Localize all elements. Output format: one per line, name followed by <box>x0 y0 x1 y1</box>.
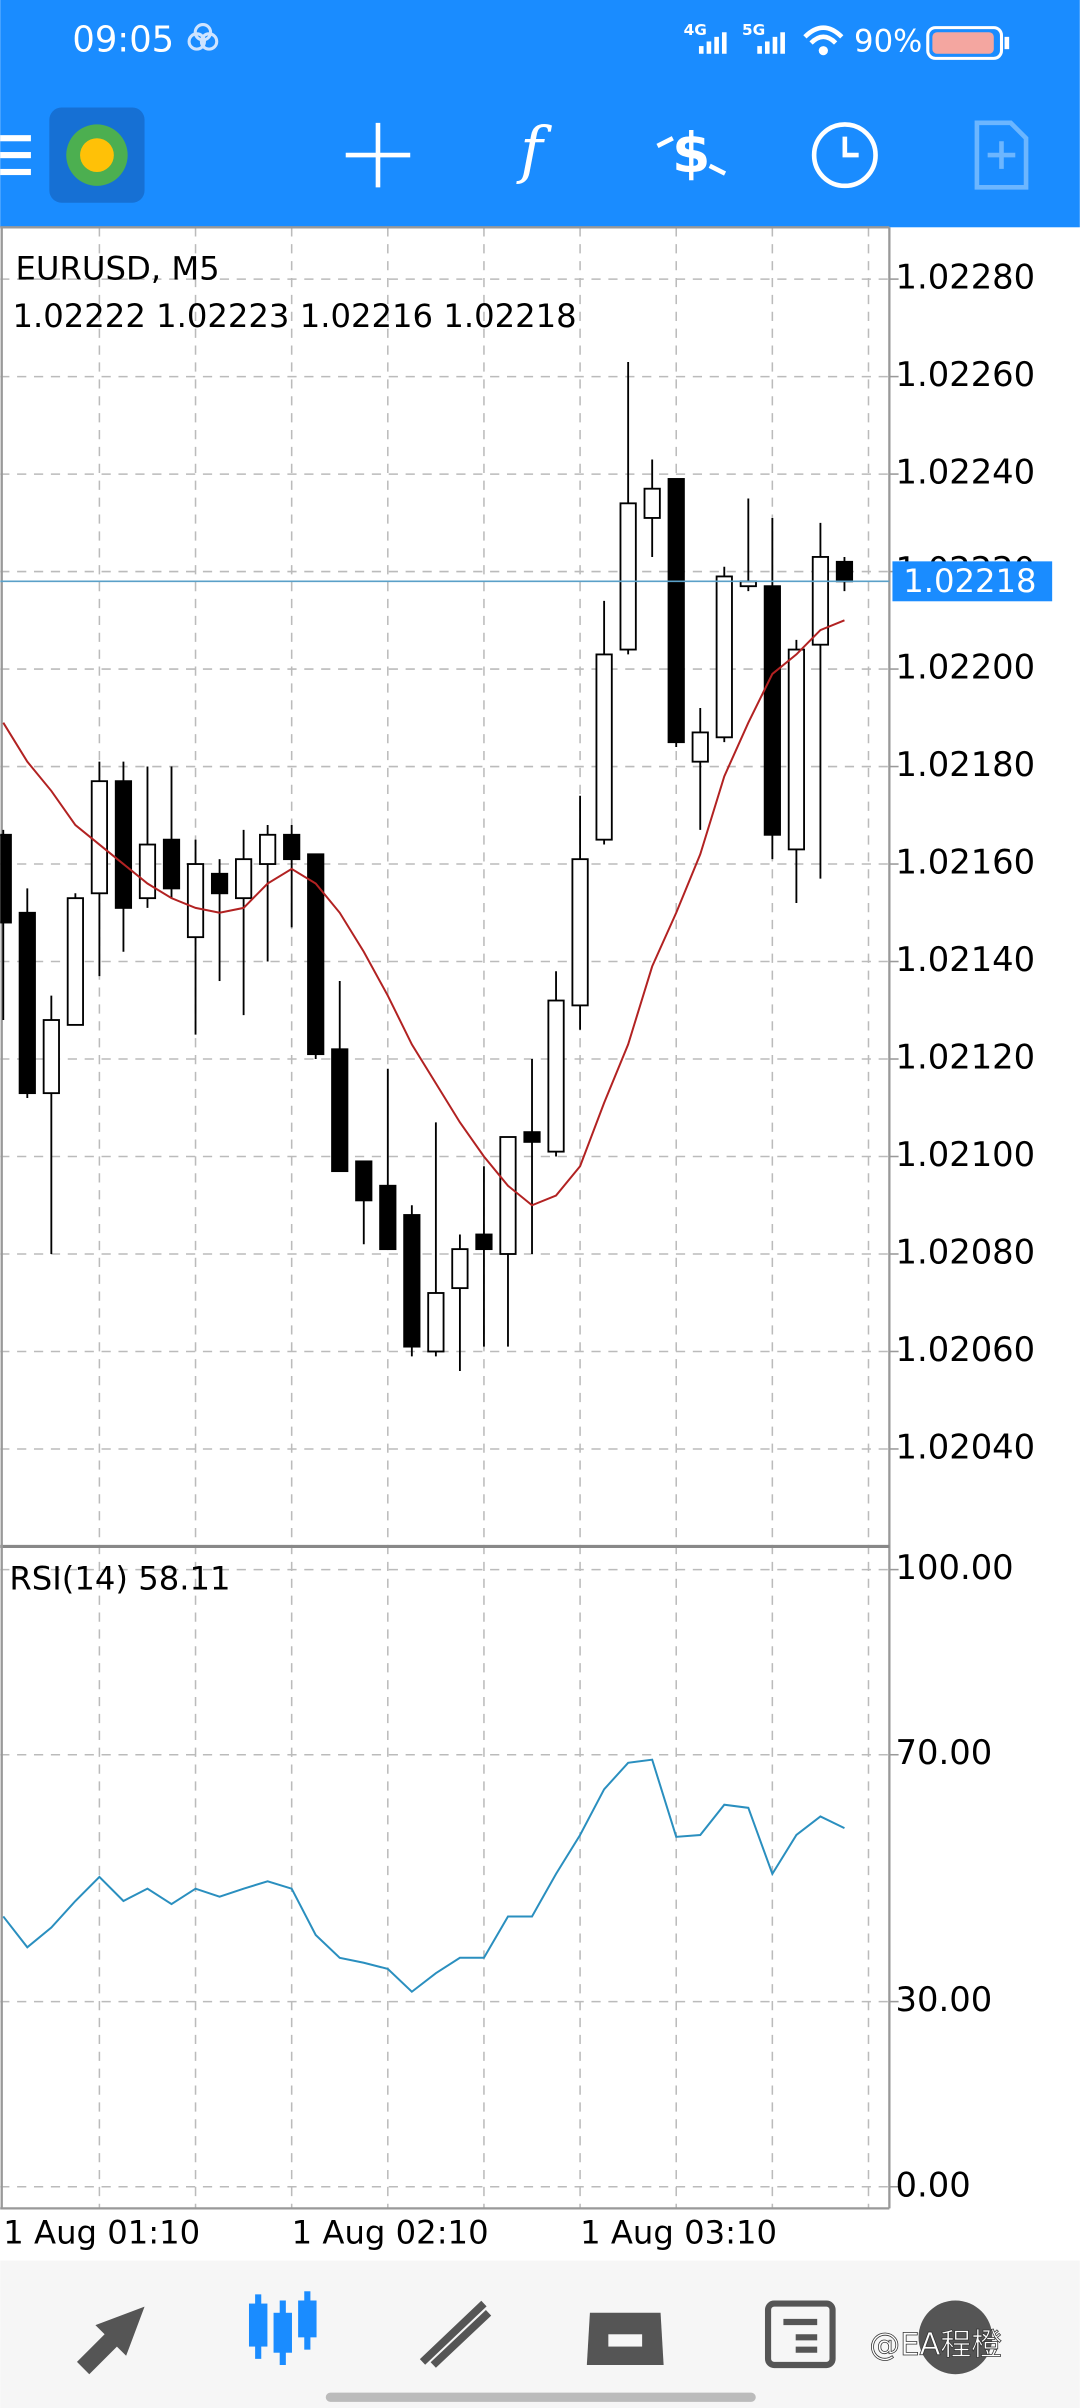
messages-tab[interactable] <box>918 2300 993 2375</box>
signal-icon <box>698 32 727 54</box>
candle-body <box>595 653 613 841</box>
candle-body <box>787 648 805 851</box>
candle-body <box>42 1019 60 1095</box>
y-tick-label: 1.02140 <box>896 940 1036 979</box>
chart-tab[interactable] <box>248 2291 317 2365</box>
candle-body <box>331 1048 349 1173</box>
network-label: 4G <box>684 21 707 39</box>
candle-body <box>114 780 133 909</box>
candle-body <box>667 478 685 744</box>
candle-body <box>379 1184 397 1251</box>
current-price-box <box>892 561 1053 602</box>
watermark: @EA程橙 <box>869 2327 1002 2363</box>
trade-tab[interactable] <box>419 2300 492 2368</box>
y-tick-label: 1.02120 <box>896 1038 1036 1077</box>
candle-body <box>691 731 709 763</box>
app-logo[interactable] <box>49 107 145 203</box>
candle-body <box>307 853 325 1056</box>
y-tick-label: 70.00 <box>896 1733 993 1772</box>
timeframe-button[interactable] <box>811 122 878 189</box>
y-tick-label: 1.02060 <box>896 1330 1036 1369</box>
candle-body <box>283 833 301 861</box>
trade-button[interactable] <box>656 136 727 176</box>
y-tick-label: 1.02240 <box>896 453 1036 492</box>
y-tick-label: 1.02180 <box>896 745 1036 784</box>
candle-body <box>138 843 157 900</box>
history-tab[interactable] <box>586 2312 664 2365</box>
candle-body <box>355 1160 373 1202</box>
rsi-title: RSI(14) 58.11 <box>9 1559 230 1597</box>
candle-body <box>499 1136 517 1255</box>
candle-body <box>427 1292 445 1353</box>
chart-title: EURUSD, M5 <box>16 249 220 287</box>
y-tick-label: 1.02100 <box>896 1135 1036 1174</box>
rsi-line <box>2 1758 845 1994</box>
status-app-icon <box>187 23 219 51</box>
news-tab[interactable] <box>764 2300 836 2369</box>
x-tick-label: 1 Aug 01:10 <box>3 2213 200 2251</box>
candle-body <box>523 1131 541 1143</box>
quotes-tab[interactable] <box>76 2306 145 2375</box>
candle-body <box>547 999 565 1153</box>
template-button[interactable] <box>974 120 1029 190</box>
home-indicator <box>325 2392 756 2402</box>
candle-body <box>619 502 637 651</box>
candle-body <box>811 556 830 646</box>
x-tick-label: 1 Aug 03:10 <box>580 2213 777 2251</box>
current-price-label: 1.02218 <box>903 562 1036 600</box>
status-time: 09:05 <box>72 19 174 60</box>
y-tick-label: 1.02200 <box>896 648 1036 687</box>
candle-body <box>235 858 253 900</box>
y-tick-label: 1.02080 <box>896 1232 1036 1271</box>
candle-body <box>18 911 36 1095</box>
candle-body <box>451 1248 469 1290</box>
battery-icon <box>926 26 1010 60</box>
candle-body <box>835 560 854 583</box>
candle-body <box>259 833 277 865</box>
candle-body <box>162 838 181 890</box>
candle-body <box>0 833 12 924</box>
y-tick-label: 30.00 <box>896 1980 993 2019</box>
crosshair-button[interactable] <box>345 122 411 188</box>
candle-body <box>186 863 205 939</box>
menu-button[interactable] <box>0 135 31 176</box>
candle-body <box>475 1233 493 1251</box>
ohlc-readout: 1.02222 1.02223 1.02216 1.02218 <box>12 297 576 335</box>
wifi-icon <box>818 46 828 56</box>
y-tick-label: 1.02160 <box>896 843 1036 882</box>
wifi-icon <box>803 25 844 45</box>
candle-body <box>66 897 84 1026</box>
candle-body <box>90 780 109 895</box>
candle-body <box>403 1214 421 1348</box>
candle-body <box>571 858 589 1007</box>
y-tick-label: 100.00 <box>896 1548 1014 1587</box>
y-tick-label: 0.00 <box>896 2165 971 2204</box>
y-tick-label: 1.02260 <box>896 355 1036 394</box>
y-tick-label: 1.02280 <box>896 258 1036 297</box>
candle-body <box>643 487 661 519</box>
x-tick-label: 1 Aug 02:10 <box>292 2213 489 2251</box>
moving-average-line <box>2 619 845 1207</box>
network-label: 5G <box>742 21 765 39</box>
candle-body <box>210 872 229 895</box>
trade-button[interactable]: $ <box>672 122 710 186</box>
bottom-nav <box>0 2260 1080 2408</box>
battery-level: 90% <box>854 24 922 60</box>
signal-icon <box>757 32 785 54</box>
candle-body <box>763 585 781 836</box>
y-tick-label: 1.02040 <box>896 1427 1036 1466</box>
candle-body <box>715 575 733 739</box>
app-bar <box>0 0 1080 228</box>
